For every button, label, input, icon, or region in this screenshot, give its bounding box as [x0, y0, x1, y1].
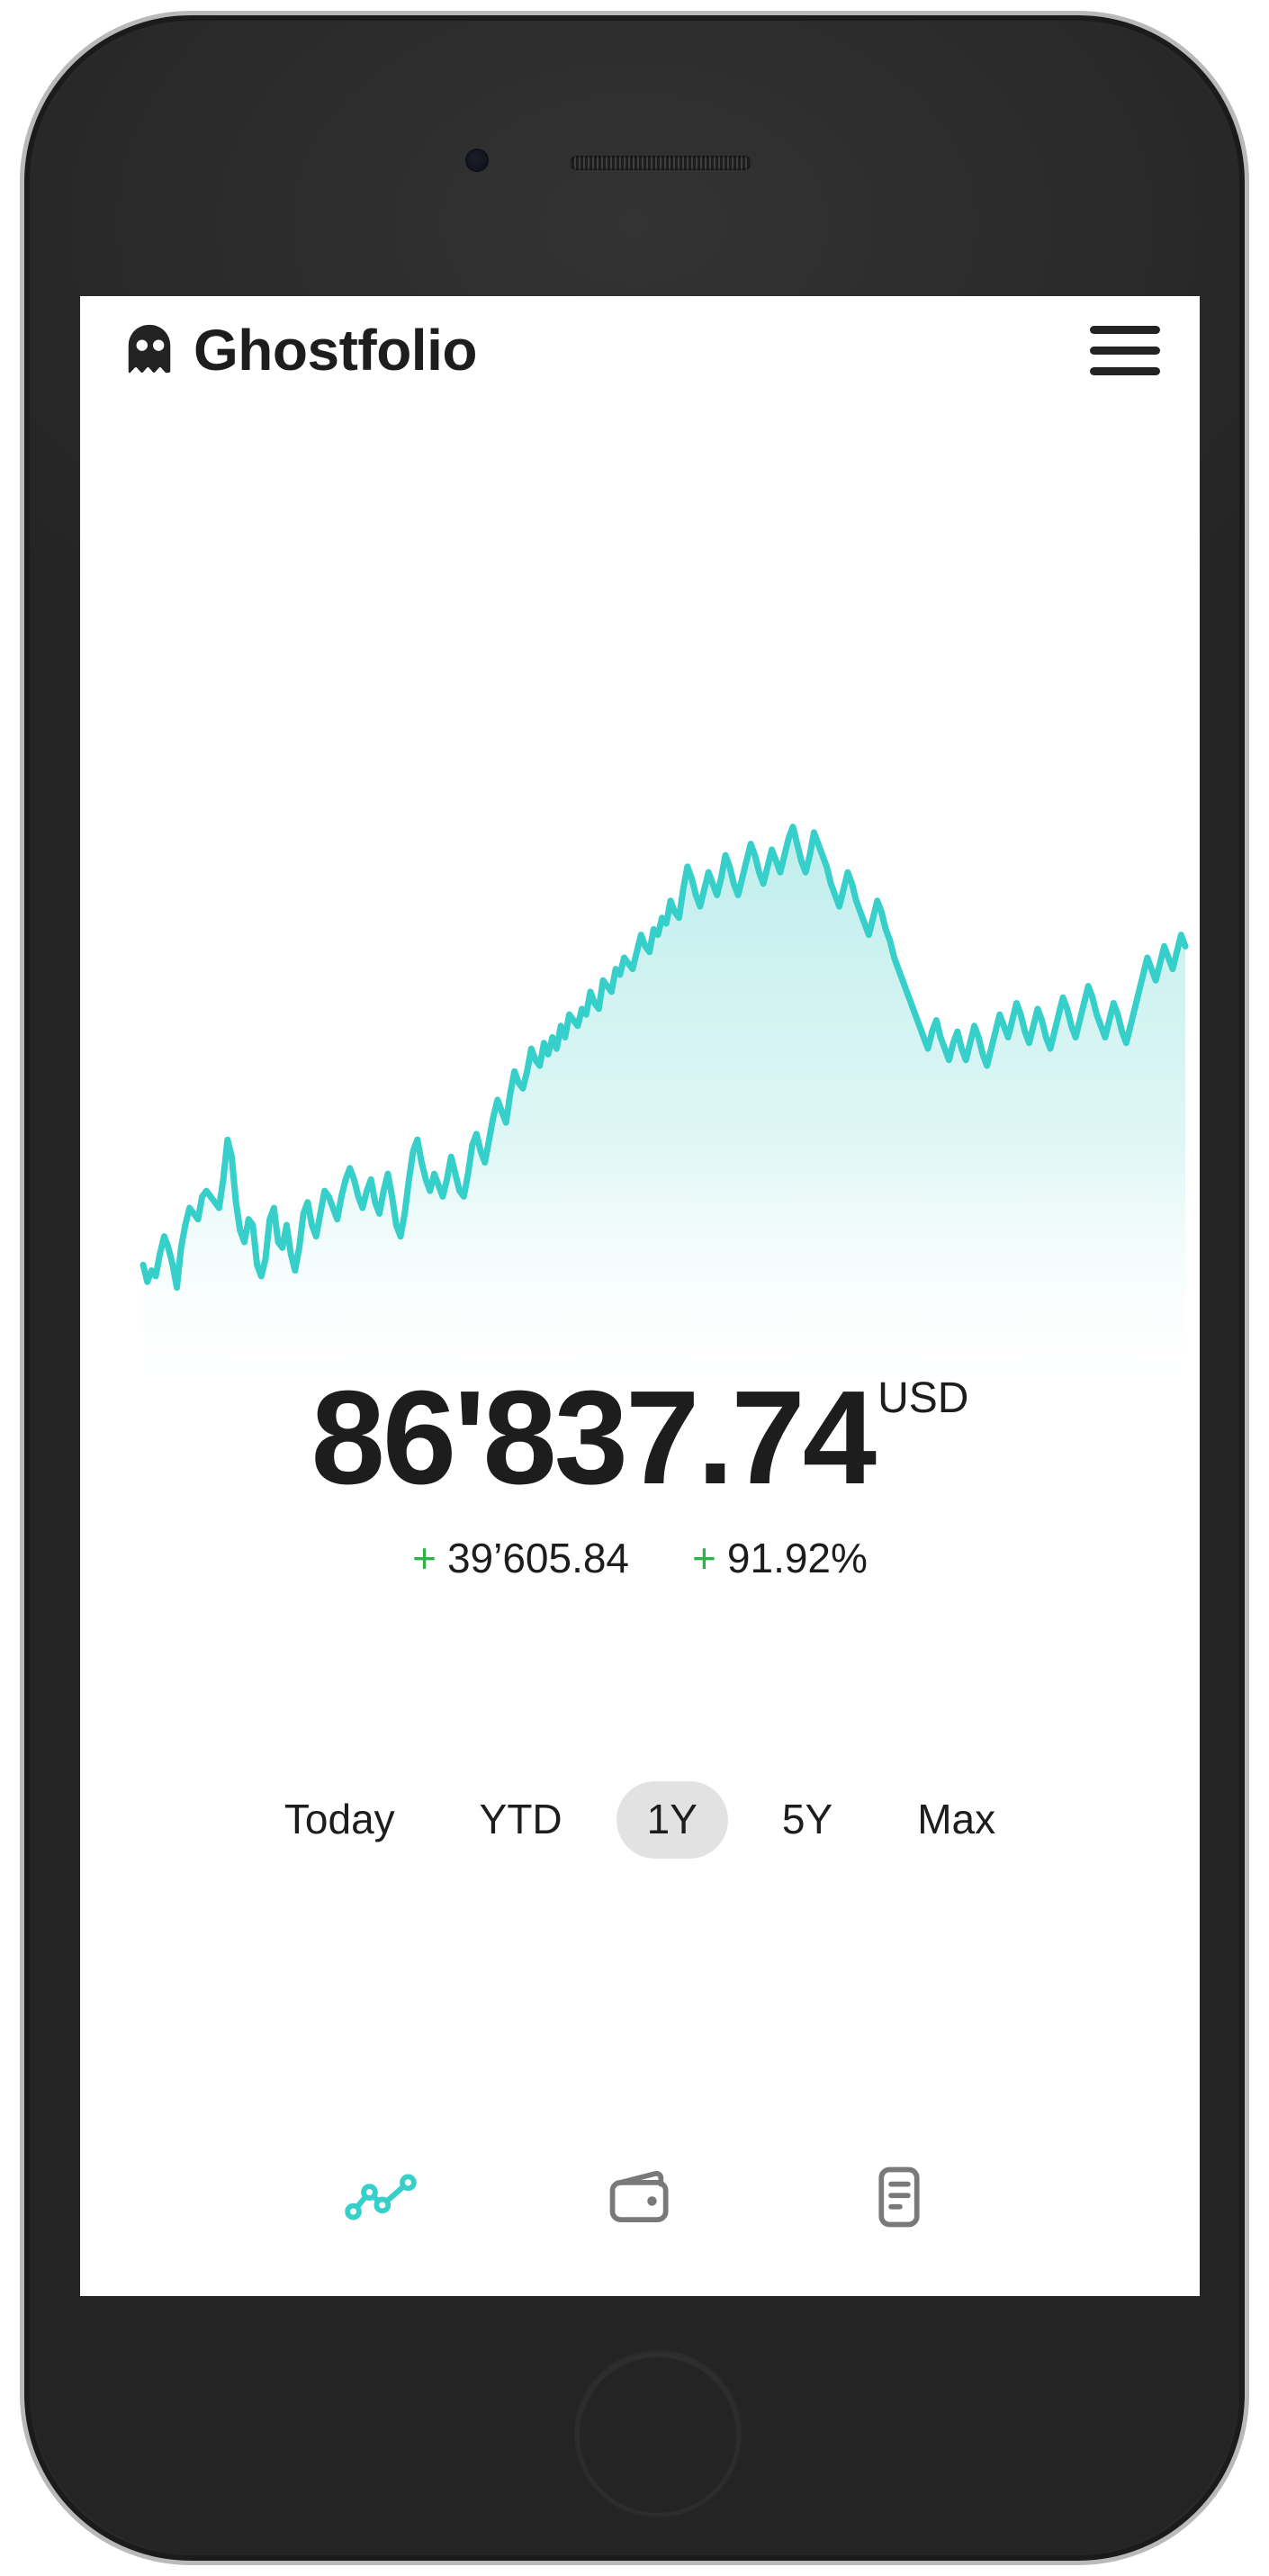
- nav-item-portfolio[interactable]: [598, 2156, 681, 2238]
- portfolio-value-block: 86'837.74 USD + 39’605.84 + 91.92%: [80, 1372, 1200, 1582]
- menu-bar-middle: [1090, 346, 1160, 355]
- percent-change-sign: +: [692, 1535, 716, 1581]
- home-button[interactable]: [576, 2352, 740, 2516]
- front-camera-icon: [465, 149, 489, 172]
- range-tab-ytd[interactable]: YTD: [449, 1781, 593, 1859]
- range-tab-today[interactable]: Today: [254, 1781, 426, 1859]
- portfolio-value: 86'837.74: [310, 1364, 877, 1512]
- brand[interactable]: Ghostfolio: [122, 321, 477, 379]
- percent-change-value: 91.92%: [726, 1535, 868, 1581]
- phone-body: Ghostfolio: [30, 21, 1239, 2555]
- chart-area-fill: [143, 826, 1185, 1403]
- portfolio-change-row: + 39’605.84 + 91.92%: [80, 1534, 1200, 1582]
- phone-screen: Ghostfolio: [80, 296, 1200, 2296]
- ghost-icon: [128, 324, 171, 374]
- phone-device-frame: Ghostfolio: [20, 11, 1249, 2565]
- chart-line: [140, 824, 1189, 1292]
- absolute-change: + 39’605.84: [412, 1534, 629, 1582]
- range-tab-max[interactable]: Max: [886, 1781, 1026, 1859]
- date-range-tabs: Today YTD 1Y 5Y Max: [80, 1781, 1200, 1859]
- percent-change: + 91.92%: [692, 1534, 868, 1582]
- range-tab-1y[interactable]: 1Y: [616, 1781, 728, 1859]
- nav-item-accounts[interactable]: [858, 2156, 940, 2238]
- earpiece-speaker-icon: [570, 156, 752, 170]
- absolute-change-sign: +: [412, 1535, 436, 1581]
- absolute-change-value: 39’605.84: [446, 1535, 630, 1581]
- menu-bar-top: [1090, 325, 1160, 334]
- portfolio-performance-chart[interactable]: [80, 782, 1200, 1403]
- brand-name: Ghostfolio: [194, 318, 477, 383]
- document-summary-icon: [878, 2166, 920, 2228]
- hamburger-menu-icon[interactable]: [1090, 322, 1160, 378]
- range-tab-5y[interactable]: 5Y: [752, 1781, 863, 1859]
- nav-item-overview[interactable]: [339, 2156, 422, 2238]
- portfolio-currency: USD: [878, 1374, 969, 1422]
- menu-bar-bottom: [1090, 366, 1160, 375]
- analytics-line-chart-icon: [345, 2174, 417, 2220]
- portfolio-chart-svg: [140, 824, 1189, 1403]
- app-header: Ghostfolio: [80, 296, 1200, 404]
- wallet-icon: [609, 2170, 669, 2222]
- portfolio-value-row: 86'837.74 USD: [80, 1372, 1200, 1505]
- bottom-navigation: [80, 2156, 1200, 2238]
